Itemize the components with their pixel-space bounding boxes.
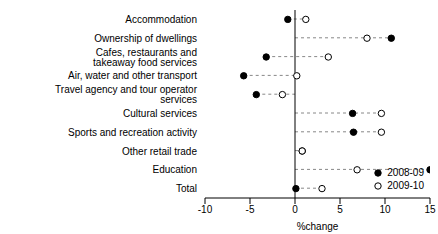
svg-text:Cafes, restaurants andtakeaway: Cafes, restaurants andtakeaway food serv… bbox=[93, 47, 197, 68]
svg-text:5: 5 bbox=[337, 204, 343, 215]
svg-text:-5: -5 bbox=[246, 204, 255, 215]
svg-text:Total: Total bbox=[176, 183, 197, 194]
svg-text:15: 15 bbox=[424, 204, 436, 215]
svg-text:Ownership of dwellings: Ownership of dwellings bbox=[94, 33, 197, 44]
svg-text:Sports and recreation activity: Sports and recreation activity bbox=[68, 127, 197, 138]
svg-text:Education: Education bbox=[153, 164, 197, 175]
svg-text:Travel agency and tour operato: Travel agency and tour operatorservices bbox=[55, 84, 198, 105]
svg-text:10: 10 bbox=[379, 204, 391, 215]
svg-text:%change: %change bbox=[297, 221, 339, 232]
html-text:2008-09: 2008-09 bbox=[387, 167, 424, 178]
svg-text:Other retail trade: Other retail trade bbox=[122, 146, 197, 157]
svg-text:-10: -10 bbox=[198, 204, 213, 215]
svg-text:Accommodation: Accommodation bbox=[125, 14, 197, 25]
svg-text:0: 0 bbox=[292, 204, 298, 215]
html-text:2009-10: 2009-10 bbox=[387, 180, 424, 191]
svg-text:Cultural services: Cultural services bbox=[123, 108, 197, 119]
svg-text:Air, water and other transport: Air, water and other transport bbox=[68, 70, 197, 81]
